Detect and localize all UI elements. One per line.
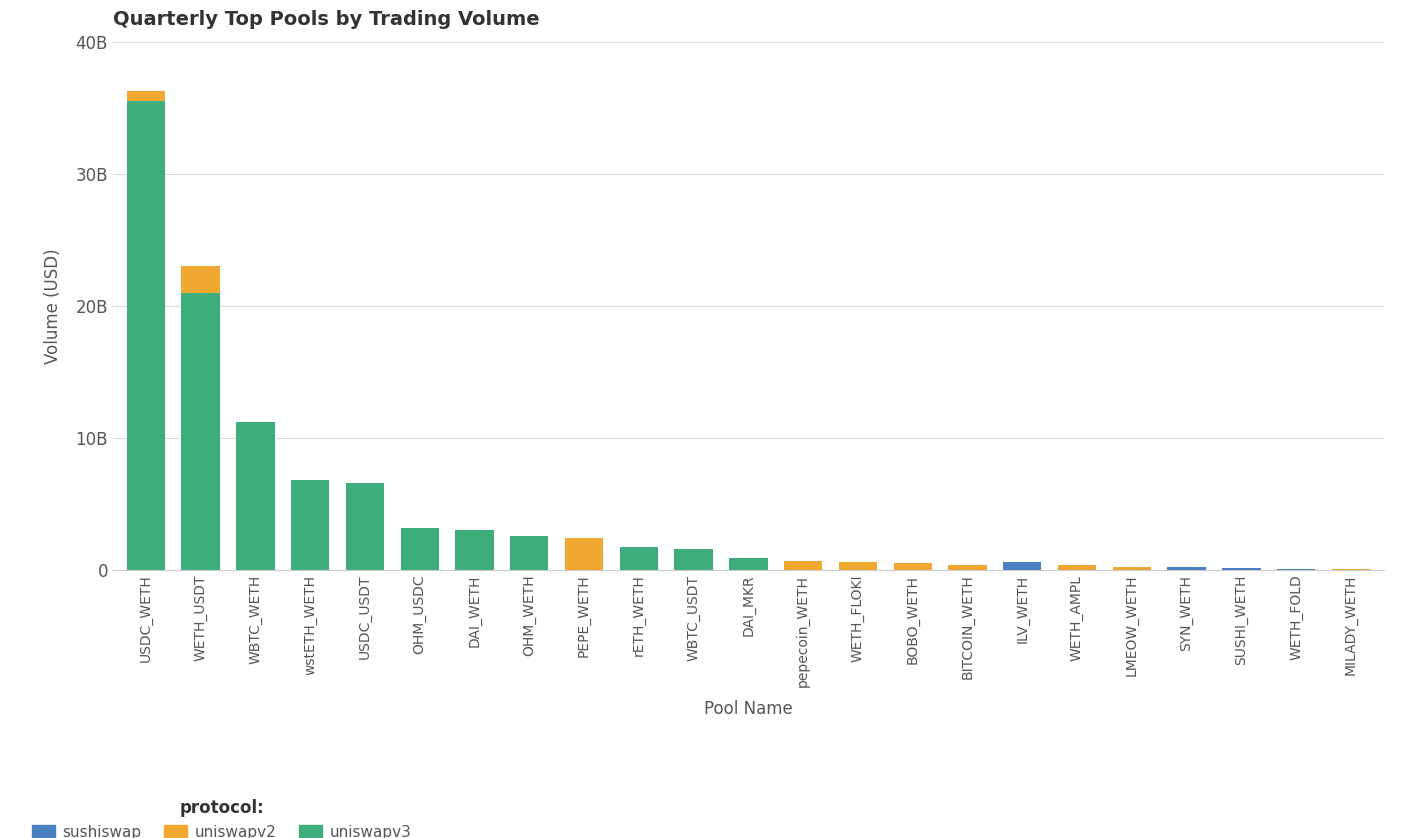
Y-axis label: Volume (USD): Volume (USD) <box>44 248 62 364</box>
Bar <box>1276 568 1316 570</box>
Bar <box>839 562 877 570</box>
Bar <box>1003 562 1042 570</box>
Bar <box>1058 565 1096 570</box>
Bar <box>620 547 658 570</box>
Bar <box>949 565 987 570</box>
Bar <box>675 549 713 570</box>
Bar <box>181 266 220 292</box>
Bar <box>236 422 274 570</box>
Bar <box>127 101 165 570</box>
Bar <box>127 91 165 101</box>
Bar <box>1113 567 1151 570</box>
Bar <box>729 558 768 570</box>
Bar <box>894 563 932 570</box>
Bar <box>510 535 548 570</box>
Bar <box>346 483 384 570</box>
Legend: sushiswap, uniswapv2, uniswapv3: sushiswap, uniswapv2, uniswapv3 <box>31 799 412 838</box>
Bar <box>401 528 439 570</box>
Text: Quarterly Top Pools by Trading Volume: Quarterly Top Pools by Trading Volume <box>113 10 539 29</box>
Bar <box>181 292 220 570</box>
Bar <box>1223 568 1261 570</box>
Bar <box>1168 567 1206 570</box>
Bar <box>565 538 603 570</box>
Bar <box>1332 568 1370 570</box>
X-axis label: Pool Name: Pool Name <box>705 701 792 718</box>
Bar <box>291 480 329 570</box>
Bar <box>784 561 822 570</box>
Bar <box>455 530 494 570</box>
